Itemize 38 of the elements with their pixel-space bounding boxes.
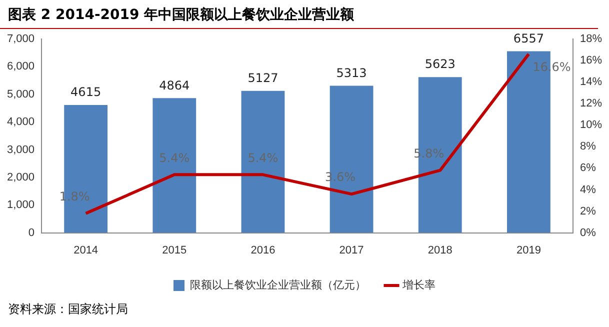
y2-tick-label: 2% bbox=[580, 205, 596, 218]
text: 资料来源：国家统计局 bbox=[8, 301, 129, 318]
y2-tick-label: 12% bbox=[580, 98, 602, 110]
chart-title: 图表 2 2014-2019 年中国限额以上餐饮业企业营业额 bbox=[0, 0, 598, 29]
bar bbox=[241, 90, 285, 233]
y2-tick-label: 4% bbox=[580, 184, 596, 196]
y-tick-label: 0 bbox=[28, 226, 35, 239]
legend-label: 增长率 bbox=[402, 278, 436, 292]
x-tick-label: 2014 bbox=[74, 244, 98, 256]
x-tick-label: 2019 bbox=[516, 244, 541, 256]
x-tick-label: 2018 bbox=[428, 244, 452, 256]
y2-tick-label: 10% bbox=[580, 119, 602, 132]
y2-tick-label: 18% bbox=[580, 33, 602, 46]
data-label: 4615 bbox=[70, 85, 102, 100]
y2-tick-label: 8% bbox=[580, 140, 596, 153]
data-label: 5313 bbox=[336, 66, 367, 80]
x-tick-label: 2017 bbox=[339, 244, 364, 256]
legend-label: 限额以上餐饮业企业营业额（亿元） bbox=[190, 278, 366, 292]
y-tick-label: 5,000 bbox=[6, 88, 35, 100]
data-label: 5623 bbox=[424, 57, 456, 72]
x-tick-label: 2015 bbox=[162, 244, 187, 256]
y2-tick-label: 14% bbox=[580, 76, 602, 88]
data-label: 5.4% bbox=[159, 150, 190, 165]
bar bbox=[152, 98, 196, 233]
data-label: 5127 bbox=[248, 70, 278, 85]
y2-tick-label: 0% bbox=[580, 226, 596, 239]
y-tick-label: 1,000 bbox=[6, 199, 35, 212]
y2-tick-label: 16% bbox=[580, 54, 602, 67]
y2-tick-label: 6% bbox=[580, 162, 596, 174]
y-tick-label: 2,000 bbox=[6, 171, 35, 184]
data-label: 6557 bbox=[513, 31, 544, 46]
x-tick-label: 2016 bbox=[250, 244, 276, 256]
y-tick-label: 4,000 bbox=[6, 116, 35, 128]
y-tick-label: 7,000 bbox=[6, 33, 35, 46]
y-tick-label: 6,000 bbox=[6, 60, 35, 73]
data-label: 5.4% bbox=[248, 150, 278, 165]
y-tick-label: 3,000 bbox=[6, 144, 35, 156]
data-label: 4864 bbox=[159, 78, 190, 92]
